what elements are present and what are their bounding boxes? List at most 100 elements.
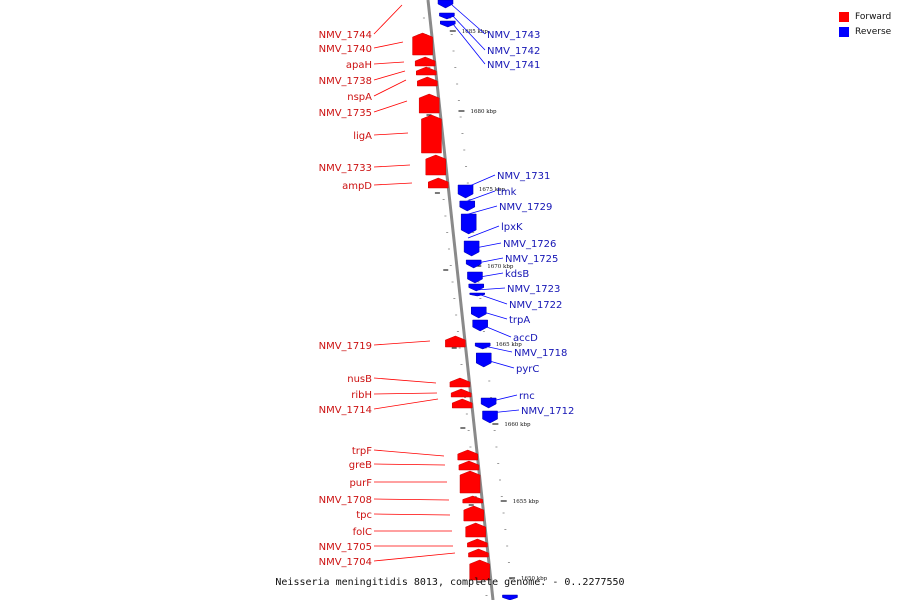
forward-gene-block xyxy=(445,335,466,348)
gene-label-tmk: tmk xyxy=(497,187,517,198)
gene-leader-line xyxy=(452,23,486,65)
gene-label-lpxk: lpxK xyxy=(501,222,523,233)
gene-label-nmv-1725: NMV_1725 xyxy=(505,254,558,265)
gene-leader-line xyxy=(457,174,496,192)
gene-leader-line xyxy=(373,340,431,346)
gene-label-nmv-1723: NMV_1723 xyxy=(507,284,560,295)
gene-leader-line xyxy=(373,70,406,81)
gene-label-nmv-1719: NMV_1719 xyxy=(319,341,372,352)
gene-label-tpc: tpc xyxy=(356,510,372,521)
forward-gene-block xyxy=(468,548,489,558)
gene-leader-line xyxy=(373,182,413,186)
gene-leader-line xyxy=(373,392,438,395)
gene-label-nmv-1714: NMV_1714 xyxy=(319,405,372,416)
gene-leader-line xyxy=(467,225,500,239)
gene-leader-line xyxy=(373,398,439,410)
forward-gene-block xyxy=(467,538,488,548)
gene-leader-line xyxy=(373,552,456,562)
gene-label-nmv-1718: NMV_1718 xyxy=(514,348,567,359)
gene-leader-line xyxy=(481,324,512,338)
forward-gene-block xyxy=(421,114,442,154)
gene-label-nmv-1712: NMV_1712 xyxy=(521,406,574,417)
scale-label: 1650 kbp xyxy=(521,576,548,582)
gene-leader-line xyxy=(489,409,520,414)
forward-gene-block xyxy=(458,460,480,471)
gene-label-accd: accD xyxy=(513,333,538,344)
gene-leader-line xyxy=(479,310,508,320)
scale-label: 1660 kbp xyxy=(504,422,531,428)
gene-leader-line xyxy=(451,14,486,51)
legend-forward: Forward xyxy=(839,9,891,24)
gene-label-pyrc: pyrC xyxy=(516,364,539,375)
forward-gene-block xyxy=(465,522,486,538)
reverse-gene-block xyxy=(472,319,488,332)
reverse-gene-block xyxy=(459,200,476,212)
gene-leader-line xyxy=(461,190,496,204)
gene-leader-line xyxy=(373,132,409,136)
reverse-gene-block xyxy=(480,397,497,409)
forward-gene-block xyxy=(459,470,481,494)
gene-label-nmv-1704: NMV_1704 xyxy=(319,557,372,568)
forward-gene-block xyxy=(463,505,485,522)
forward-gene-block xyxy=(418,93,440,114)
scale-label: 1680 kbp xyxy=(470,109,497,115)
gene-label-liga: ligA xyxy=(353,131,372,142)
forward-gene-block xyxy=(451,398,473,409)
forward-gene-block xyxy=(425,154,447,176)
gene-label-nmv-1705: NMV_1705 xyxy=(319,542,372,553)
forward-gene-block xyxy=(417,76,438,87)
gene-leader-line xyxy=(373,41,404,49)
gene-label-purf: purF xyxy=(349,478,372,489)
gene-label-nspa: nspA xyxy=(347,92,372,103)
scale-label: 1665 kbp xyxy=(496,342,523,348)
reverse-gene-block xyxy=(474,342,491,350)
forward-swatch xyxy=(839,11,849,22)
forward-gene-block xyxy=(414,56,436,67)
reverse-gene-block xyxy=(468,283,485,292)
reverse-gene-block xyxy=(457,184,474,199)
gene-leader-line xyxy=(373,463,446,466)
reverse-gene-block xyxy=(502,594,518,600)
gene-leader-line xyxy=(477,293,508,305)
gene-label-trpf: trpF xyxy=(352,446,372,457)
gene-leader-line xyxy=(373,164,411,168)
reverse-gene-block xyxy=(460,213,477,235)
gene-label-nmv-1731: NMV_1731 xyxy=(497,171,550,182)
scale-label: 1655 kbp xyxy=(513,499,540,505)
reverse-gene-block xyxy=(437,0,454,9)
gene-leader-line xyxy=(471,257,504,265)
scale-label: 1670 kbp xyxy=(487,264,514,270)
gene-leader-line xyxy=(373,513,451,516)
gene-leader-line xyxy=(469,242,502,250)
gene-leader-line xyxy=(373,449,445,457)
gene-leader-line xyxy=(473,272,504,279)
gene-leader-line xyxy=(483,345,513,353)
gene-label-greb: greB xyxy=(349,460,372,471)
reverse-gene-block xyxy=(439,12,455,20)
scale-label: 1685 kbp xyxy=(462,29,489,35)
forward-gene-block xyxy=(449,377,471,388)
forward-gene-block xyxy=(469,559,490,581)
gene-label-nmv-1738: NMV_1738 xyxy=(319,76,372,87)
gene-label-nmv-1742: NMV_1742 xyxy=(487,46,540,57)
reverse-gene-block xyxy=(471,306,487,319)
gene-leader-line xyxy=(475,287,506,291)
gene-label-rnc: rnc xyxy=(519,391,535,402)
gene-label-nmv-1740: NMV_1740 xyxy=(319,44,372,55)
gene-label-nmv-1722: NMV_1722 xyxy=(509,300,562,311)
gene-label-nmv-1726: NMV_1726 xyxy=(503,239,556,250)
forward-gene-block xyxy=(462,495,483,504)
gene-label-nmv-1708: NMV_1708 xyxy=(319,495,372,506)
scale-label: 1675 kbp xyxy=(479,187,506,193)
gene-leader-line xyxy=(485,359,515,369)
forward-gene-block xyxy=(416,66,437,76)
gene-leader-line xyxy=(373,79,407,97)
gene-label-nmv-1743: NMV_1743 xyxy=(487,30,540,41)
forward-gene-block xyxy=(457,449,478,461)
genome-caption: Neisseria meningitidis 8013, complete ge… xyxy=(275,577,625,588)
gene-label-apah: apaH xyxy=(346,60,372,71)
gene-leader-line xyxy=(373,377,437,384)
gene-leader-line xyxy=(451,4,486,35)
gene-leader-line xyxy=(487,394,518,403)
